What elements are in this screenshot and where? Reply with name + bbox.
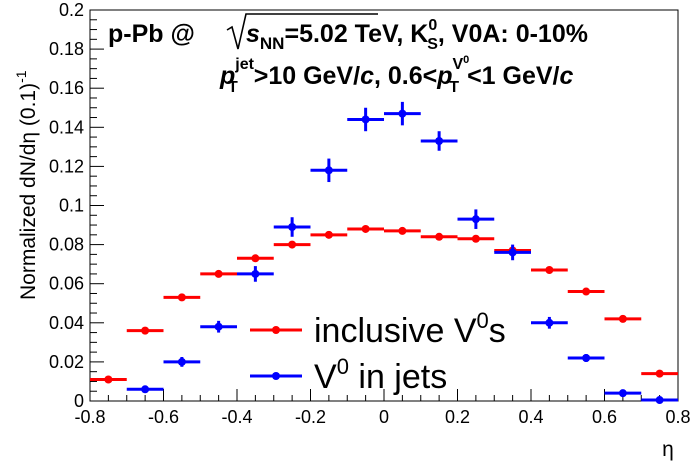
- y-tick-label: 0.04: [49, 313, 84, 333]
- annotation-line-2: pjet T >10 GeV/c, 0.6<pV0 T <1 GeV/c: [219, 54, 574, 96]
- legend-jets-sup: 0: [337, 354, 349, 379]
- x-tick-label: 0.4: [518, 407, 543, 427]
- y-tick-label: 0: [74, 391, 84, 411]
- data-point: [177, 357, 186, 366]
- legend-label-jets: V0 in jets: [314, 354, 447, 396]
- data-marks: [90, 101, 678, 405]
- data-point: [545, 266, 554, 275]
- legend-marker-inclusive: [272, 326, 280, 334]
- data-point: [398, 226, 407, 235]
- y-tick-label: 0.2: [59, 0, 84, 20]
- legend-jets-suffix: in jets: [349, 358, 447, 396]
- data-point: [435, 232, 444, 241]
- y-tick-label: 0.08: [49, 235, 84, 255]
- data-point: [582, 353, 591, 362]
- data-point: [104, 375, 113, 384]
- y-tick-label: 0.18: [49, 39, 84, 59]
- data-point: [251, 269, 260, 278]
- data-point: [618, 314, 627, 323]
- x-tick-label: 0.2: [445, 407, 470, 427]
- x-tick-label: -0.6: [148, 407, 179, 427]
- y-tick-label: 0.12: [49, 156, 84, 176]
- x-tick-label: -0.8: [74, 407, 105, 427]
- x-tick-label: 0.6: [592, 407, 617, 427]
- y-tick-label: 0.16: [49, 78, 84, 98]
- data-point: [582, 287, 591, 296]
- legend-inclusive-suffix: s: [489, 312, 506, 350]
- v0-sup-sup: 0: [463, 54, 469, 66]
- data-point: [471, 234, 480, 243]
- particle-sup: 0: [428, 17, 437, 34]
- data-point: [655, 369, 664, 378]
- annotation-energy: sNN=5.02 TeV, K0 S, V0A: 0-10%: [246, 17, 588, 53]
- svg-text:Normalized dN/dη (0.1)-1: Normalized dN/dη (0.1)-1: [13, 70, 40, 300]
- y-tick-label: 0.1: [59, 196, 84, 216]
- y-tick-label: 0.02: [49, 352, 84, 372]
- x-tick-label: -0.2: [295, 407, 326, 427]
- data-point: [618, 389, 627, 398]
- unit-c: c: [360, 62, 374, 90]
- data-point: [324, 166, 333, 175]
- data-point: [177, 293, 186, 302]
- legend-inclusive-name: inclusive V: [314, 312, 477, 350]
- data-point: [655, 396, 664, 405]
- x-tick-label: 0.8: [665, 407, 690, 427]
- series-jets: [126, 101, 678, 405]
- energy-value: =5.02 TeV, K: [284, 20, 428, 48]
- annotation-line-1: p-Pb @: [108, 20, 195, 48]
- data-point: [324, 230, 333, 239]
- data-point: [214, 322, 223, 331]
- energy-var: s: [246, 20, 260, 48]
- data-point: [288, 223, 297, 232]
- x-axis-title: η: [662, 438, 674, 461]
- particle-sub: S: [427, 36, 438, 53]
- v0-sup: V: [453, 56, 464, 73]
- data-point: [545, 318, 554, 327]
- sqrt-sign: [226, 13, 378, 50]
- axis-ticks: [89, 9, 679, 402]
- annotation-rest: , V0A: 0-10%: [438, 20, 588, 48]
- legend-marker-jets: [272, 372, 280, 380]
- x-tick-labels: -0.8 -0.6 -0.4 -0.2 0 0.2 0.4 0.6 0.8: [74, 407, 690, 427]
- x-tick-label: 0: [379, 407, 389, 427]
- legend-jets-name: V: [314, 358, 337, 396]
- jet-sup: jet: [234, 56, 254, 73]
- jet-cut: >10 GeV/: [254, 62, 360, 90]
- y-axis-title-group: Normalized dN/dη (0.1)-1: [13, 70, 40, 300]
- data-point: [398, 109, 407, 118]
- y-axis-title: Normalized dN/dη (0.1): [17, 83, 40, 300]
- v0-var: p: [436, 62, 452, 90]
- v0-sub: T: [449, 79, 459, 96]
- jet-var: p: [219, 62, 235, 90]
- annotation-system: p-Pb @: [108, 20, 195, 48]
- data-point: [141, 326, 150, 335]
- data-point: [141, 385, 150, 394]
- legend-label-inclusive: inclusive V0s: [314, 308, 506, 350]
- legend: inclusive V0s V0 in jets: [250, 308, 506, 396]
- y-tick-label: 0.06: [49, 274, 84, 294]
- y-tick-label: 0.14: [49, 117, 84, 137]
- data-point: [435, 136, 444, 145]
- energy-sub: NN: [260, 34, 285, 53]
- data-point: [214, 269, 223, 278]
- data-point: [288, 240, 297, 249]
- data-point: [251, 254, 260, 263]
- range-start: , 0.6<: [374, 62, 437, 90]
- y-tick-labels: 0 0.02 0.04 0.06 0.08 0.1 0.12 0.14 0.16 0.18 0.2: [49, 0, 84, 411]
- range-end: <1 GeV/: [467, 62, 559, 90]
- data-point: [471, 215, 480, 224]
- data-point: [361, 115, 370, 124]
- data-point: [508, 248, 517, 257]
- legend-inclusive-sup: 0: [477, 308, 489, 333]
- data-point: [361, 224, 370, 233]
- x-tick-label: -0.4: [221, 407, 252, 427]
- jet-sub: T: [228, 79, 238, 96]
- unit-c2: c: [560, 62, 574, 90]
- y-axis-exponent: -1: [13, 70, 29, 83]
